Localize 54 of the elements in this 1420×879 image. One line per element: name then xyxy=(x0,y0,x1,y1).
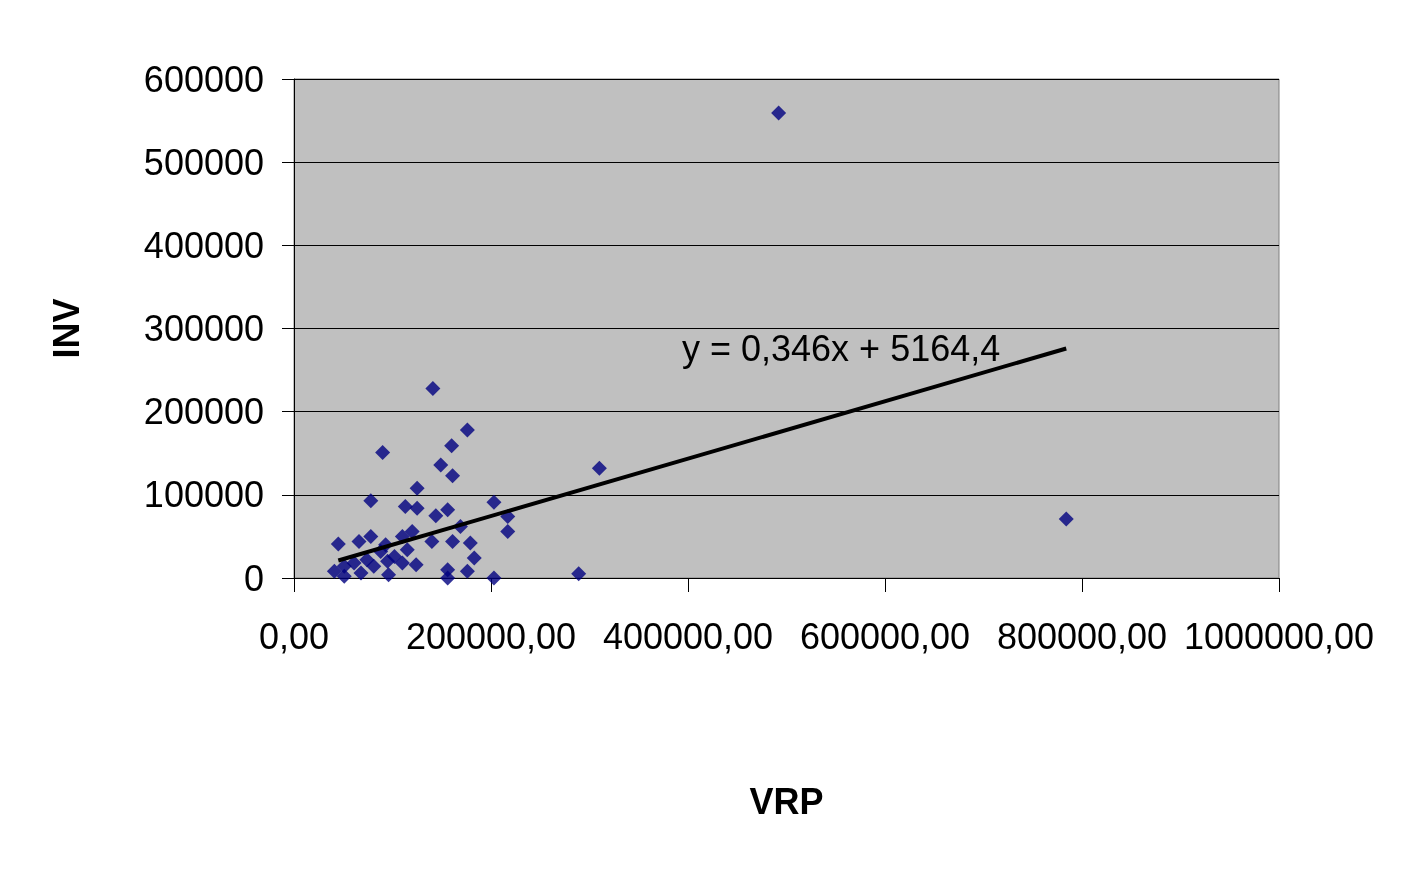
point xyxy=(409,500,425,516)
point xyxy=(500,523,516,539)
x-tick-label: 200000,00 xyxy=(405,615,577,657)
point xyxy=(459,422,475,438)
point xyxy=(459,563,475,579)
x-tick-label: 800000,00 xyxy=(996,615,1168,657)
point xyxy=(375,444,391,460)
y-tick-label: 500000 xyxy=(143,141,264,183)
point xyxy=(380,553,396,569)
point xyxy=(381,567,397,583)
y-tick-label: 0 xyxy=(243,557,264,599)
point xyxy=(424,533,440,549)
annotation: y = 0,346x + 5164,4 xyxy=(682,327,1001,369)
point xyxy=(399,542,415,558)
point xyxy=(466,550,482,566)
point xyxy=(363,528,379,544)
x-tick-label: 400000,00 xyxy=(602,615,774,657)
y-tick-label: 100000 xyxy=(143,474,264,516)
point xyxy=(486,494,502,510)
x-tick-label: 1000000,00 xyxy=(1183,615,1375,657)
x-axis-title: VRP xyxy=(749,780,824,822)
point xyxy=(591,460,607,476)
point xyxy=(1058,511,1074,527)
y-tick-label: 200000 xyxy=(143,391,264,433)
x-tick-label: 0,00 xyxy=(258,615,330,657)
y-tick-label: 300000 xyxy=(143,308,264,349)
y-axis-title: INV xyxy=(45,298,87,359)
point xyxy=(445,468,461,484)
point xyxy=(394,555,410,571)
point xyxy=(486,570,502,586)
point xyxy=(462,535,478,551)
point xyxy=(330,536,346,552)
point xyxy=(440,570,456,586)
y-tick-label: 600000 xyxy=(143,58,264,100)
point xyxy=(351,533,367,549)
point xyxy=(771,105,787,121)
point xyxy=(445,533,461,549)
point xyxy=(433,457,449,473)
point xyxy=(571,566,587,582)
point xyxy=(408,557,424,573)
point xyxy=(336,558,352,574)
point xyxy=(397,498,413,514)
point xyxy=(425,380,441,396)
point xyxy=(326,563,342,579)
point xyxy=(404,523,420,539)
point xyxy=(409,480,425,496)
point xyxy=(428,508,444,524)
point xyxy=(353,565,369,581)
point xyxy=(444,438,460,454)
x-tick-label: 600000,00 xyxy=(799,615,971,657)
point xyxy=(359,552,375,568)
y-tick-label: 400000 xyxy=(143,224,264,266)
point xyxy=(440,502,456,518)
point xyxy=(363,493,379,509)
